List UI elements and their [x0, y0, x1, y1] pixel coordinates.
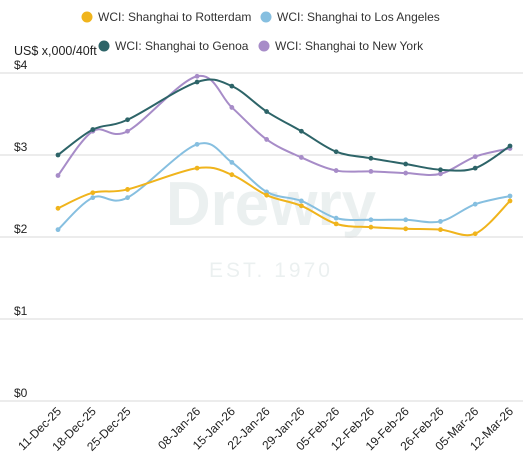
data-point: [90, 127, 96, 132]
data-point: [125, 195, 130, 201]
data-point: [507, 143, 513, 149]
y-tick-label: $2: [14, 222, 28, 236]
data-point: [194, 73, 200, 79]
data-point: [472, 231, 478, 237]
legend-marker: [258, 40, 270, 52]
legend-item[interactable]: WCI: Shanghai to Los Angeles: [260, 10, 440, 24]
data-point: [472, 154, 478, 160]
series-wci-shanghai-to-genoa: [55, 78, 513, 173]
legend-label: WCI: Shanghai to Los Angeles: [277, 10, 440, 24]
data-point: [403, 161, 409, 167]
data-point: [298, 155, 304, 160]
data-point: [403, 217, 409, 223]
series-line: [57, 78, 511, 172]
data-point: [298, 198, 304, 204]
data-point: [229, 172, 235, 178]
legend-marker: [260, 11, 272, 23]
data-point: [368, 224, 374, 230]
y-axis-label: US$ x,000/40ft: [14, 44, 97, 58]
data-point: [264, 192, 270, 198]
data-point: [438, 227, 443, 233]
data-point: [229, 83, 235, 89]
data-point: [333, 149, 339, 155]
data-point: [333, 168, 339, 173]
data-point: [125, 187, 130, 192]
watermark: Drewry EST. 1970: [166, 170, 377, 282]
legend-marker: [98, 40, 110, 52]
series-wci-shanghai-to-rotterdam: [55, 165, 513, 237]
data-point: [403, 226, 409, 232]
y-tick-label: $3: [14, 140, 28, 154]
y-tick-label: $4: [14, 58, 28, 72]
series-wci-shanghai-to-los-angeles: [55, 141, 513, 233]
data-point: [194, 79, 200, 85]
data-point: [229, 105, 235, 110]
data-point: [507, 198, 513, 204]
data-point: [333, 221, 339, 227]
data-point: [90, 190, 96, 196]
y-tick-label: $0: [14, 386, 28, 400]
data-point: [333, 215, 339, 221]
data-point: [298, 128, 304, 134]
gridlines: [0, 72, 523, 402]
data-point: [438, 171, 443, 177]
series-lines: [55, 73, 513, 237]
data-point: [472, 201, 478, 207]
legend[interactable]: WCI: Shanghai to Rotterdam WCI: Shanghai …: [81, 10, 440, 53]
data-point: [55, 173, 61, 178]
data-point: [194, 141, 200, 147]
watermark-subtext: EST. 1970: [209, 259, 333, 282]
data-point: [125, 128, 130, 134]
data-point: [403, 170, 409, 176]
data-point: [55, 152, 61, 158]
data-point: [125, 117, 130, 123]
data-point: [368, 155, 374, 161]
data-point: [55, 227, 61, 233]
y-tick-label: $1: [14, 304, 28, 318]
data-point: [264, 109, 270, 114]
data-point: [264, 189, 270, 195]
watermark-logo: Drewry: [166, 170, 377, 239]
data-point: [368, 169, 374, 174]
data-point: [298, 203, 304, 209]
data-point: [229, 159, 235, 165]
legend-label: WCI: Shanghai to New York: [275, 39, 424, 53]
legend-label: WCI: Shanghai to Genoa: [115, 39, 249, 53]
data-point: [90, 195, 96, 201]
data-point: [438, 167, 443, 173]
y-axis: $0 $1 $2 $3 $4: [14, 58, 28, 400]
data-point: [368, 217, 374, 223]
data-point: [194, 165, 200, 171]
data-point: [438, 219, 443, 224]
series-wci-shanghai-to-new-york: [55, 73, 513, 178]
series-line: [57, 75, 511, 177]
legend-item[interactable]: WCI: Shanghai to Genoa: [98, 39, 249, 53]
legend-marker: [81, 11, 93, 23]
legend-item[interactable]: WCI: Shanghai to Rotterdam: [81, 10, 252, 24]
data-point: [264, 137, 270, 142]
data-point: [507, 193, 513, 199]
data-point: [55, 205, 61, 211]
data-point: [472, 165, 478, 171]
legend-item[interactable]: WCI: Shanghai to New York: [258, 39, 425, 53]
legend-label: WCI: Shanghai to Rotterdam: [98, 10, 251, 24]
